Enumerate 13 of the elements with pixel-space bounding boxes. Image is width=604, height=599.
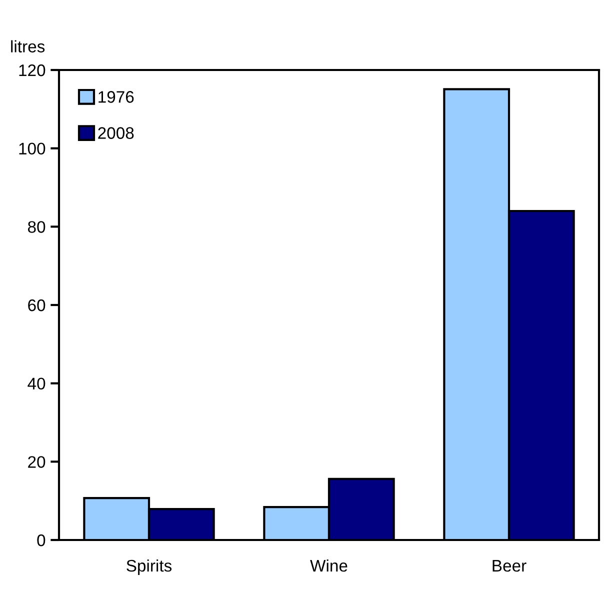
y-tick-label: 120 <box>19 64 46 76</box>
y-tick-label: 60 <box>28 299 46 312</box>
x-tick-label: Spirits <box>126 559 172 575</box>
legend-label: 1976 <box>98 91 134 103</box>
y-tick-label: 0 <box>37 534 46 546</box>
y-tick-label: 40 <box>28 378 46 390</box>
x-tick-label: Wine <box>310 559 348 572</box>
y-tick-label: 20 <box>28 456 46 468</box>
x-tick-label: Beer <box>492 560 526 572</box>
y-tick-label: 80 <box>28 221 46 233</box>
legend-label: 2008 <box>98 127 134 139</box>
y-axis-title: litres <box>11 40 45 52</box>
y-tick-label: 100 <box>19 142 46 155</box>
